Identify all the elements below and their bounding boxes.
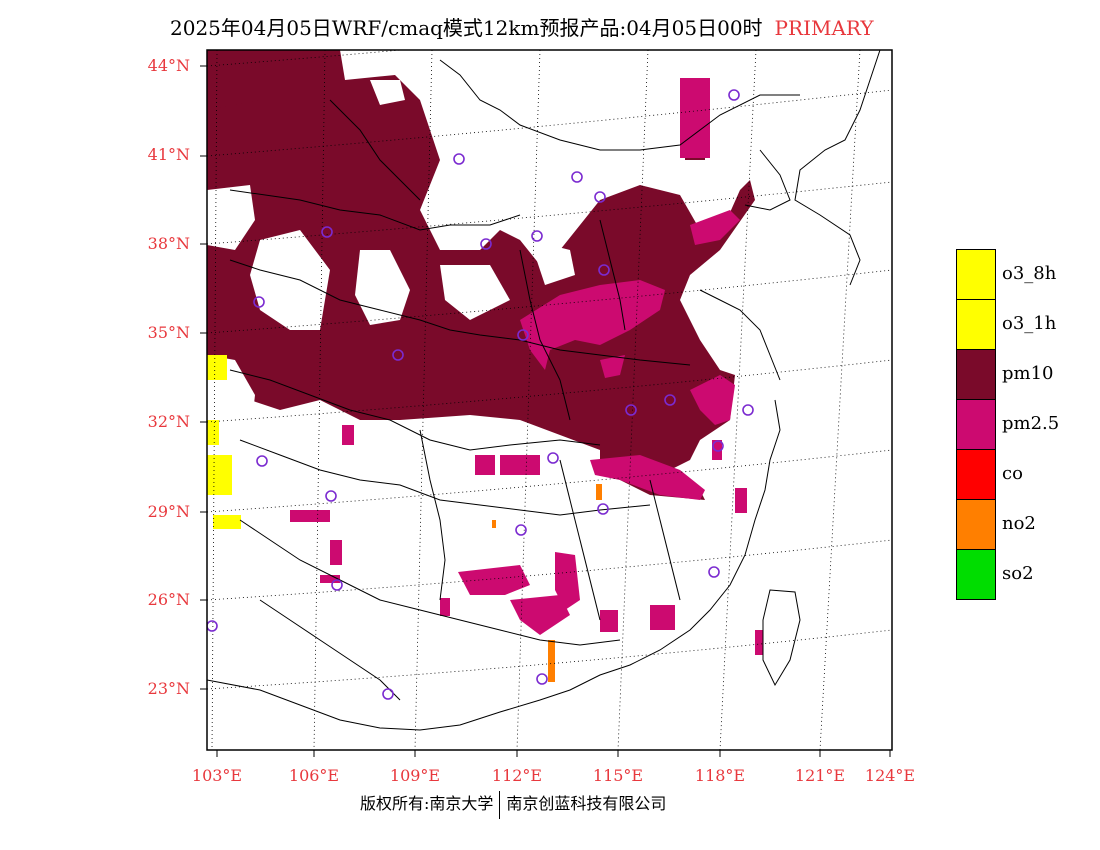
axis-ticks [200,65,891,757]
copyright-left: 版权所有:南京大学 [360,794,494,813]
legend-swatch [956,249,996,300]
station-circle [536,673,548,685]
station-circle [253,296,265,308]
station-circle [712,440,724,452]
no2-region [492,484,602,682]
legend-swatch [956,349,996,400]
legend-label: pm2.5 [1002,413,1060,434]
graticule [207,50,892,750]
copyright-right: 南京创蓝科技有限公司 [506,794,667,813]
station-circle [597,503,609,515]
legend-swatch [956,549,996,600]
legend-swatch [956,499,996,550]
boundary-lines [207,50,881,731]
station-circle [531,230,543,242]
copyright-footer: 版权所有:南京大学 南京创蓝科技有限公司 [360,790,666,819]
title-tag: PRIMARY [774,16,874,40]
lon-label: 103°E [191,766,243,785]
map-frame [206,49,893,751]
lat-label: 35°N [147,323,190,342]
lon-label: 115°E [592,766,644,785]
station-circle [742,404,754,416]
lon-label: 121°E [794,766,846,785]
station-circle [728,89,740,101]
station-circle [594,191,606,203]
lat-label: 44°N [147,56,190,75]
lat-label: 26°N [147,590,190,609]
o3-region [207,355,241,529]
station-circle [598,264,610,276]
station-circle [207,620,218,632]
station-circle [480,238,492,250]
lat-label: 29°N [147,502,190,521]
station-circle [392,349,404,361]
station-markers [207,89,754,700]
station-circle [453,153,465,165]
legend-swatch [956,399,996,450]
station-circle [382,688,394,700]
legend-swatch [956,299,996,350]
station-circle [571,171,583,183]
legend-label: pm10 [1002,363,1054,384]
lat-label: 41°N [147,145,190,164]
lon-label: 124°E [864,766,916,785]
title-text: 2025年04月05日WRF/cmaq模式12km预报产品:04月05日00时 [170,16,763,40]
footer-divider [499,790,501,819]
station-circle [256,455,268,467]
lon-label: 109°E [389,766,441,785]
pm25-region [290,78,763,655]
station-circle [517,329,529,341]
station-circle [664,394,676,406]
station-circle [625,404,637,416]
lon-label: 118°E [694,766,746,785]
station-circle [331,579,343,591]
legend-label: o3_8h [1002,263,1057,284]
legend-label: co [1002,463,1023,484]
map-title: 2025年04月05日WRF/cmaq模式12km预报产品:04月05日00时 P… [170,12,874,41]
lat-label: 38°N [147,234,190,253]
station-circle [325,490,337,502]
legend-swatch [956,449,996,500]
legend-label: no2 [1002,513,1036,534]
station-circle [708,566,720,578]
station-circle [321,226,333,238]
station-circle [547,452,559,464]
lat-label: 23°N [147,679,190,698]
lat-label: 32°N [147,412,190,431]
legend-label: o3_1h [1002,313,1057,334]
legend-label: so2 [1002,563,1034,584]
lon-label: 106°E [288,766,340,785]
station-circle [515,524,527,536]
lon-label: 112°E [491,766,543,785]
